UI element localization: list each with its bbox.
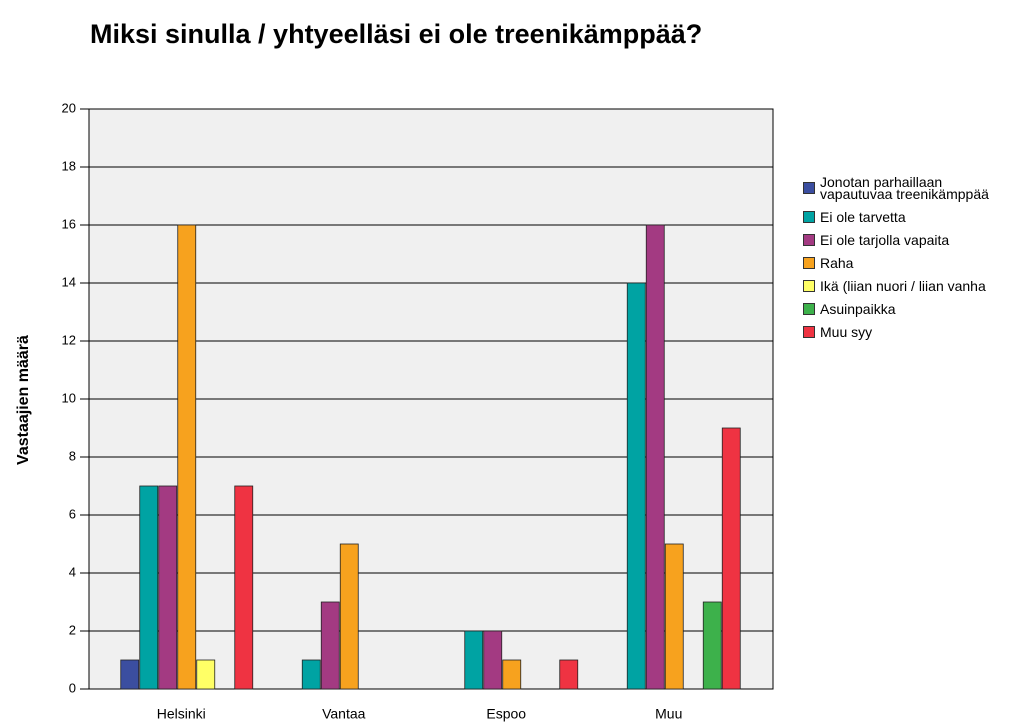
bar xyxy=(559,659,579,690)
legend-swatch xyxy=(803,257,815,269)
y-tick-label: 4 xyxy=(69,564,76,579)
bar xyxy=(464,630,484,690)
y-tick-label: 16 xyxy=(62,216,76,231)
y-axis-label: Vastaajien määrä xyxy=(15,335,32,465)
legend-swatch xyxy=(803,280,815,292)
legend-swatch xyxy=(803,326,815,338)
x-tick-label: Vantaa xyxy=(322,706,366,722)
legend-label: Ei ole tarvetta xyxy=(820,209,906,225)
y-tick-label: 10 xyxy=(62,390,76,405)
bar xyxy=(339,543,359,690)
bar xyxy=(483,630,503,690)
y-tick-label: 0 xyxy=(69,680,76,695)
legend-swatch xyxy=(803,182,815,194)
legend-item: Muu syy xyxy=(803,324,1003,340)
legend-item: Ei ole tarjolla vapaita xyxy=(803,232,1003,248)
bar xyxy=(234,485,254,690)
y-tick-label: 20 xyxy=(62,100,76,115)
bar xyxy=(320,601,340,690)
legend-item: Raha xyxy=(803,255,1003,271)
x-tick-label: Espoo xyxy=(486,706,526,722)
bar xyxy=(626,282,646,690)
bar xyxy=(139,485,159,690)
y-tick-label: 12 xyxy=(62,332,76,347)
legend-label: Jonotan parhaillaan vapautuvaa treenikäm… xyxy=(820,174,989,202)
bar xyxy=(645,224,665,690)
y-tick-label: 14 xyxy=(62,274,76,289)
y-tick-label: 18 xyxy=(62,158,76,173)
bar xyxy=(120,659,140,690)
bar xyxy=(502,659,522,690)
legend-item: Jonotan parhaillaan vapautuvaa treenikäm… xyxy=(803,174,1003,202)
bar xyxy=(702,601,722,690)
chart-title: Miksi sinulla / yhtyeelläsi ei ole treen… xyxy=(90,19,702,49)
bar xyxy=(158,485,178,690)
bar xyxy=(177,224,197,690)
legend-swatch xyxy=(803,303,815,315)
legend-label: Ikä (liian nuori / liian vanha xyxy=(820,278,986,294)
legend-swatch xyxy=(803,234,815,246)
legend-swatch xyxy=(803,211,815,223)
legend-item: Asuinpaikka xyxy=(803,301,1003,317)
bar xyxy=(721,427,741,690)
legend-item: Ei ole tarvetta xyxy=(803,209,1003,225)
bar xyxy=(301,659,321,690)
x-tick-label: Helsinki xyxy=(157,706,206,722)
legend-label: Muu syy xyxy=(820,324,873,340)
legend: Jonotan parhaillaan vapautuvaa treenikäm… xyxy=(803,174,1003,340)
x-tick-label: Muu xyxy=(655,706,682,722)
y-tick-label: 8 xyxy=(69,448,76,463)
legend-label: Asuinpaikka xyxy=(820,301,896,317)
bar xyxy=(196,659,216,690)
legend-label: Ei ole tarjolla vapaita xyxy=(820,232,950,248)
y-tick-label: 2 xyxy=(69,622,76,637)
legend-item: Ikä (liian nuori / liian vanha xyxy=(803,278,1003,294)
bar xyxy=(664,543,684,690)
y-tick-label: 6 xyxy=(69,506,76,521)
legend-label: Raha xyxy=(820,255,854,271)
